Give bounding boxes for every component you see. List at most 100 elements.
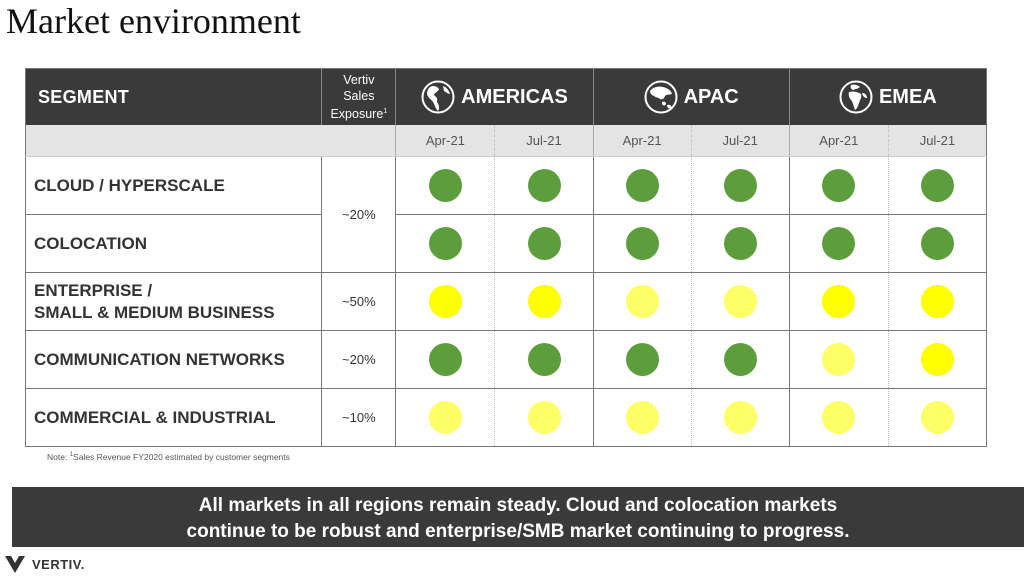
status-cell <box>494 388 594 447</box>
status-cell <box>789 330 889 389</box>
period-label: Jul-21 <box>691 125 790 157</box>
region-name: EMEA <box>878 85 937 108</box>
status-dot-light-yellow <box>723 401 757 434</box>
globe-americas-icon <box>421 80 455 114</box>
summary-banner: All markets in all regions remain steady… <box>12 487 1024 547</box>
segment-line: COMMUNICATION NETWORKS <box>34 349 285 369</box>
segment-line: SMALL & MEDIUM BUSINESS <box>34 302 275 322</box>
status-dot-yellow <box>920 285 954 318</box>
status-dot-light-yellow <box>723 285 757 318</box>
footnote: Note: 1Sales Revenue FY2020 estimated by… <box>47 452 290 462</box>
status-cell <box>888 330 987 389</box>
status-cell <box>494 214 594 273</box>
table-row: COMMERCIAL & INDUSTRIAL ~10% <box>25 388 987 447</box>
summary-line-2: continue to be robust and enterprise/SMB… <box>186 521 850 542</box>
segment-line: ENTERPRISE / <box>34 280 153 300</box>
status-dot-green <box>527 343 561 376</box>
period-label: Jul-21 <box>494 125 594 157</box>
table-row: ENTERPRISE / SMALL & MEDIUM BUSINESS ~50% <box>25 272 987 331</box>
status-cell <box>593 272 692 331</box>
status-cell <box>395 156 496 215</box>
segment-name: COLOCATION <box>25 214 323 273</box>
segment-line: COLOCATION <box>34 233 148 253</box>
status-dot-light-yellow <box>428 401 462 434</box>
sales-exposure: ~50% <box>321 272 397 331</box>
period-label: Apr-21 <box>593 125 692 157</box>
status-cell <box>888 388 987 447</box>
sales-exposure: ~20% <box>321 330 397 389</box>
status-cell <box>789 214 889 273</box>
region-name: AMERICAS <box>461 85 568 108</box>
status-cell <box>691 388 790 447</box>
status-cell <box>691 156 790 215</box>
period-header-row: Apr-21 Jul-21 Apr-21 Jul-21 Apr-21 Jul-2… <box>25 125 987 157</box>
region-header-emea: EMEA <box>789 68 987 125</box>
table-row: COMMUNICATION NETWORKS ~20% <box>25 330 987 389</box>
status-cell <box>593 156 692 215</box>
status-dot-light-yellow <box>920 401 954 434</box>
status-dot-light-yellow <box>822 343 856 376</box>
period-label: Apr-21 <box>395 125 496 157</box>
status-cell <box>593 214 692 273</box>
status-cell <box>395 272 496 331</box>
status-cell <box>789 156 889 215</box>
status-dot-green <box>723 169 757 202</box>
status-dot-green <box>428 343 462 376</box>
status-dot-green <box>527 227 561 260</box>
sales-exposure: ~10% <box>321 388 397 447</box>
status-cell <box>691 214 790 273</box>
status-cell <box>691 330 790 389</box>
status-cell <box>494 156 594 215</box>
status-dot-light-yellow <box>822 401 856 434</box>
status-dot-green <box>723 343 757 376</box>
status-dot-green <box>723 227 757 260</box>
table-row: CLOUD / HYPERSCALE ~20% <box>25 156 987 273</box>
status-cell <box>494 330 594 389</box>
segment-line: COMMERCIAL & INDUSTRIAL <box>34 407 276 427</box>
status-cell <box>494 272 594 331</box>
status-dot-yellow <box>428 285 462 318</box>
status-dot-yellow <box>920 343 954 376</box>
region-header-americas: AMERICAS <box>395 68 594 125</box>
summary-line-1: All markets in all regions remain steady… <box>198 495 838 516</box>
vertiv-logo: VERTIV. <box>4 554 85 574</box>
status-dot-green <box>822 227 856 260</box>
footnote-mark: 1 <box>383 107 388 115</box>
footnote-text: Sales Revenue FY2020 estimated by custom… <box>73 452 290 462</box>
status-dot-light-yellow <box>625 401 659 434</box>
status-dot-yellow <box>527 285 561 318</box>
exposure-header: Vertiv Sales Exposure1 <box>321 68 397 125</box>
footnote-prefix: Note: <box>47 452 70 462</box>
status-dot-green <box>625 169 659 202</box>
region-name: APAC <box>683 85 739 108</box>
status-cell <box>888 156 987 215</box>
status-cell <box>691 272 790 331</box>
footnote-mark: 1 <box>69 452 74 459</box>
exposure-header-line2: Sales <box>343 88 375 103</box>
segment-name: CLOUD / HYPERSCALE <box>25 156 323 215</box>
table-row: COLOCATION <box>25 214 987 273</box>
table-body: CLOUD / HYPERSCALE ~20% COLOCATION ENTERPRI… <box>25 156 987 447</box>
vertiv-logo-icon <box>5 556 25 573</box>
logo-text: VERTIV. <box>32 556 85 572</box>
status-dot-light-yellow <box>527 401 561 434</box>
status-cell <box>395 330 496 389</box>
status-dot-green <box>920 169 954 202</box>
status-dot-green <box>428 227 462 260</box>
status-cell <box>888 214 987 273</box>
segment-name: COMMERCIAL & INDUSTRIAL <box>25 388 323 447</box>
exposure-header-line1: Vertiv <box>343 72 375 87</box>
status-cell <box>888 272 987 331</box>
status-dot-green <box>625 227 659 260</box>
status-cell <box>593 388 692 447</box>
segment-name: ENTERPRISE / SMALL & MEDIUM BUSINESS <box>25 272 323 331</box>
region-header-apac: APAC <box>593 68 790 125</box>
status-cell <box>789 388 889 447</box>
table-header-row: SEGMENT Vertiv Sales Exposure1 AMERICAS <box>25 68 987 125</box>
status-dot-light-yellow <box>625 285 659 318</box>
period-label: Jul-21 <box>888 125 987 157</box>
status-cell <box>789 272 889 331</box>
status-dot-yellow <box>822 285 856 318</box>
period-label: Apr-21 <box>789 125 889 157</box>
segment-header: SEGMENT <box>25 68 323 125</box>
